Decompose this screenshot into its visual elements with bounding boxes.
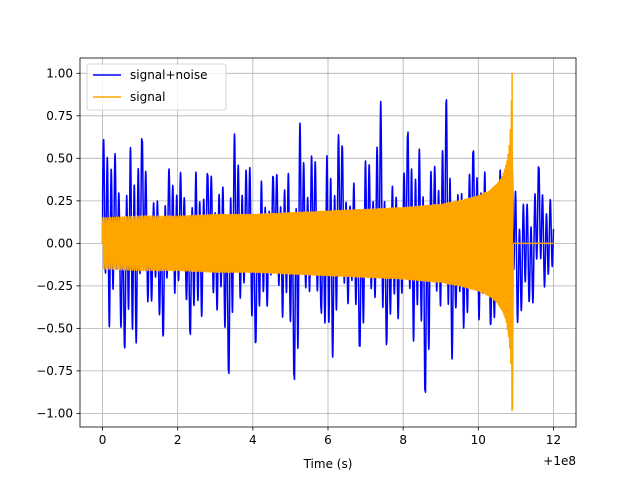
y-tick-label: −0.25 [36, 279, 73, 293]
x-tick-label: 6 [324, 433, 332, 447]
y-tick-label: 0.00 [46, 236, 73, 250]
series-line-signal [101, 72, 554, 412]
y-tick-label: 0.25 [46, 194, 73, 208]
legend-label-signal-noise: signal+noise [130, 68, 207, 82]
x-tick-label: 10 [471, 433, 486, 447]
y-tick-label: 0.50 [46, 151, 73, 165]
y-tick-label: −0.75 [36, 364, 73, 378]
x-axis-label: Time (s) [303, 457, 353, 471]
series-layer [101, 72, 555, 412]
legend-box [86, 63, 227, 111]
x-tick-label: 2 [174, 433, 182, 447]
y-tick-label: −1.00 [36, 406, 73, 420]
y-tick-label: 1.00 [46, 66, 73, 80]
x-offset-label: +1e8 [543, 454, 576, 468]
legend: signal+noise signal [86, 63, 227, 111]
x-tick-label: 8 [399, 433, 407, 447]
x-tick-label: 0 [99, 433, 107, 447]
y-tick-label: −0.50 [36, 321, 73, 335]
x-tick-label: 4 [249, 433, 257, 447]
y-tick-label: 0.75 [46, 109, 73, 123]
x-tick-label: 12 [546, 433, 561, 447]
legend-label-signal: signal [130, 90, 166, 104]
ticks: 0 2 4 6 8 10 12 1.00 0.75 0.50 0.25 0.00 −0.25 −0.50 −… [36, 66, 561, 447]
